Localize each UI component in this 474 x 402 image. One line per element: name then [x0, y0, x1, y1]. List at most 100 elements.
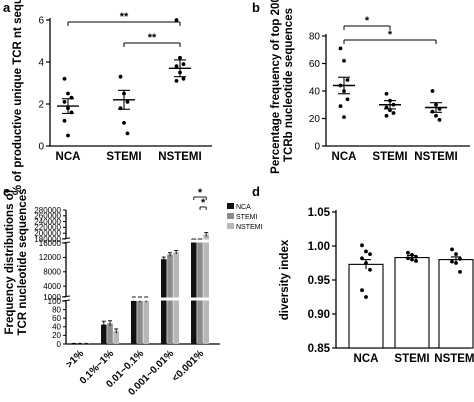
y-tick-label: 80	[309, 32, 321, 43]
data-point	[368, 267, 372, 272]
bar	[137, 301, 143, 344]
y-tick-label: 60	[309, 59, 321, 70]
bar-break	[70, 239, 90, 243]
bar	[161, 259, 167, 344]
data-point	[174, 64, 179, 69]
y-tick-label: 0	[57, 340, 62, 349]
panel-b: b 0 20 40 60 80 NCA STEMI NSTEMI * * Percentage fre…	[252, 0, 470, 174]
x-tick-label: >1%	[64, 348, 86, 370]
bar-break	[160, 239, 180, 243]
data-point	[181, 62, 186, 66]
data-point	[364, 295, 368, 299]
data-point	[437, 117, 442, 122]
y-axis-title: TCRb nucleotide sequences	[283, 8, 295, 162]
y-tick-label: 260000	[34, 212, 61, 221]
data-point	[364, 249, 368, 254]
y-tick-label: 100	[48, 297, 62, 306]
data-point	[450, 259, 454, 264]
significance-label: **	[120, 11, 129, 23]
data-point	[434, 113, 438, 118]
y-tick-label: 220000	[34, 223, 61, 232]
bar	[438, 259, 474, 349]
axis-break	[62, 297, 70, 301]
y-tick-label: 4	[38, 58, 44, 69]
y-tick-label: 0	[314, 142, 320, 153]
y-tick-label: 1.00	[308, 241, 330, 253]
x-tick-label: NCA	[332, 151, 357, 163]
y-axis-title: Frequency distributions of	[4, 189, 16, 334]
x-tick-label: NSTEMI	[414, 151, 457, 163]
legend-label: NSTEMI	[236, 224, 263, 231]
y-tick-label: 1.05	[308, 207, 331, 219]
data-point	[342, 58, 346, 63]
bar-break	[100, 297, 120, 301]
bar	[394, 257, 430, 349]
bar	[107, 323, 113, 344]
data-point	[384, 113, 389, 118]
legend-label: STEMI	[236, 214, 257, 221]
panel-letter: d	[252, 184, 260, 199]
data-point	[345, 97, 350, 102]
y-tick-label: 20	[52, 331, 61, 340]
data-point	[125, 100, 130, 104]
y-axis-title: % of productive unique TCR nt sequence	[12, 0, 24, 195]
data-point	[458, 257, 462, 261]
data-point	[360, 243, 364, 248]
data-point	[406, 250, 410, 255]
data-point	[62, 100, 67, 104]
data-point	[458, 269, 462, 274]
x-tick-label: NSTEMI	[434, 353, 474, 365]
y-tick-label: 240000	[34, 217, 61, 226]
y-tick-label: 0.95	[308, 275, 331, 287]
y-tick-label: 8000	[43, 268, 61, 277]
bar-break	[70, 297, 90, 301]
data-point	[338, 104, 343, 109]
y-axis-title: TCR nucleotide sequences	[17, 189, 29, 336]
panel-a: a 0 2 4 6 NCA STEMI NSTEMI ** ** % of productive u…	[3, 0, 212, 195]
data-point	[406, 256, 410, 261]
x-tick-label: STEMI	[372, 151, 407, 163]
y-tick-label: 40	[309, 87, 321, 98]
data-point	[360, 288, 364, 293]
y-axis-title: diversity index	[279, 239, 291, 320]
y-tick-label: 2	[38, 100, 44, 111]
data-point	[66, 133, 70, 138]
y-tick-label: 20	[309, 114, 321, 125]
data-point	[384, 91, 389, 96]
y-tick-label: 12000	[39, 253, 62, 262]
bar-break	[160, 297, 180, 301]
y-tick-label: 16000	[39, 239, 62, 248]
y-tick-label: 40	[52, 323, 61, 332]
bar	[348, 263, 384, 349]
y-tick-label: 180000	[34, 235, 61, 244]
data-point	[181, 76, 186, 81]
x-tick-label: <0.001%	[170, 348, 206, 384]
x-tick-label: STEMI	[394, 353, 429, 365]
panel-letter: a	[3, 0, 11, 15]
y-tick-label: 0.85	[308, 343, 331, 355]
significance-label: *	[198, 187, 203, 199]
data-point	[391, 111, 396, 115]
bar	[101, 324, 107, 344]
y-tick-label: 200000	[34, 229, 61, 238]
data-point	[454, 252, 458, 257]
data-point	[338, 46, 343, 51]
panel-d: d 0.85 0.90 0.95 1.00 1.05 NCA STEMI NSTEMI diver…	[252, 184, 474, 365]
data-point	[122, 121, 126, 125]
data-point	[62, 76, 67, 81]
y-tick-label: 6	[38, 16, 44, 27]
data-point	[454, 261, 458, 265]
significance-label: **	[148, 32, 157, 44]
data-point	[450, 247, 454, 252]
legend-label: NCA	[236, 204, 251, 211]
x-tick-label: NCA	[56, 151, 81, 163]
data-point	[62, 118, 67, 123]
significance-label: *	[201, 197, 206, 209]
y-tick-label: 0	[38, 142, 44, 153]
data-point	[125, 131, 130, 136]
data-point	[174, 18, 179, 22]
data-point	[368, 252, 372, 257]
bar	[191, 239, 197, 344]
bar-break	[130, 297, 150, 301]
